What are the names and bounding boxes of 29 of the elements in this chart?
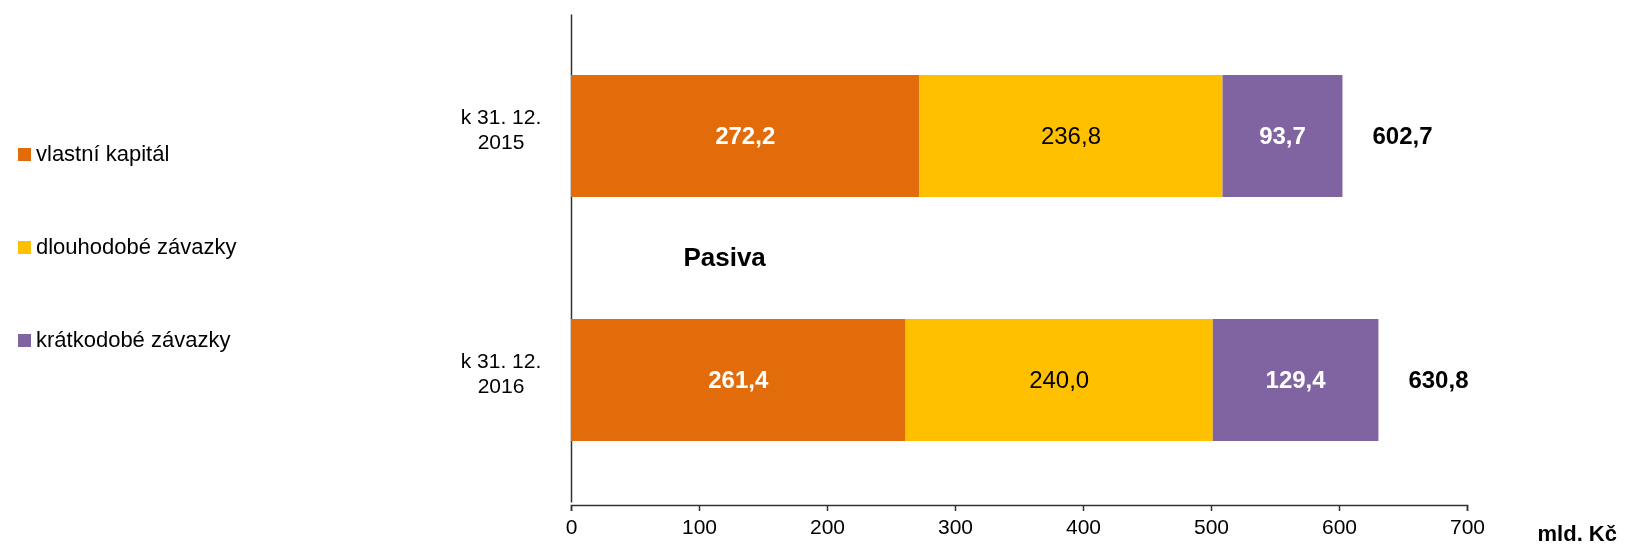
y-tick-label: k 31. 12. 2015	[460, 105, 542, 154]
data-label: 93,7	[1259, 122, 1306, 149]
bar	[571, 319, 906, 441]
x-tick-label: 600	[1321, 514, 1358, 538]
annotation: Pasiva	[683, 242, 767, 272]
x-tick-label: 700	[1449, 514, 1486, 538]
x-tick-label: 300	[937, 514, 974, 538]
bar	[919, 75, 1223, 197]
total-label: 630,8	[1408, 366, 1469, 393]
x-axis-title: mld. Kč	[1537, 521, 1617, 546]
x-tick-label: 0	[565, 514, 578, 538]
bar	[905, 319, 1213, 441]
legend-label: krátkodobé závazky	[36, 327, 231, 352]
x-tick-label: 400	[1065, 514, 1102, 538]
data-label: 261,4	[708, 366, 769, 393]
y-tick-label: k 31. 12. 2016	[460, 349, 542, 398]
total-label: 602,7	[1372, 122, 1433, 149]
x-tick-label: 100	[681, 514, 718, 538]
x-tick-label: 200	[809, 514, 846, 538]
legend-label: vlastní kapitál	[36, 141, 170, 166]
data-label: 129,4	[1265, 366, 1327, 393]
data-label: 236,8	[1040, 122, 1101, 149]
bar	[1222, 75, 1343, 197]
legend-label: dlouhodobé závazky	[36, 234, 237, 259]
bar	[571, 75, 920, 197]
data-label: 272,2	[715, 122, 776, 149]
data-label: 240,0	[1029, 366, 1090, 393]
bar	[1212, 319, 1379, 441]
x-tick-label: 500	[1193, 514, 1230, 538]
